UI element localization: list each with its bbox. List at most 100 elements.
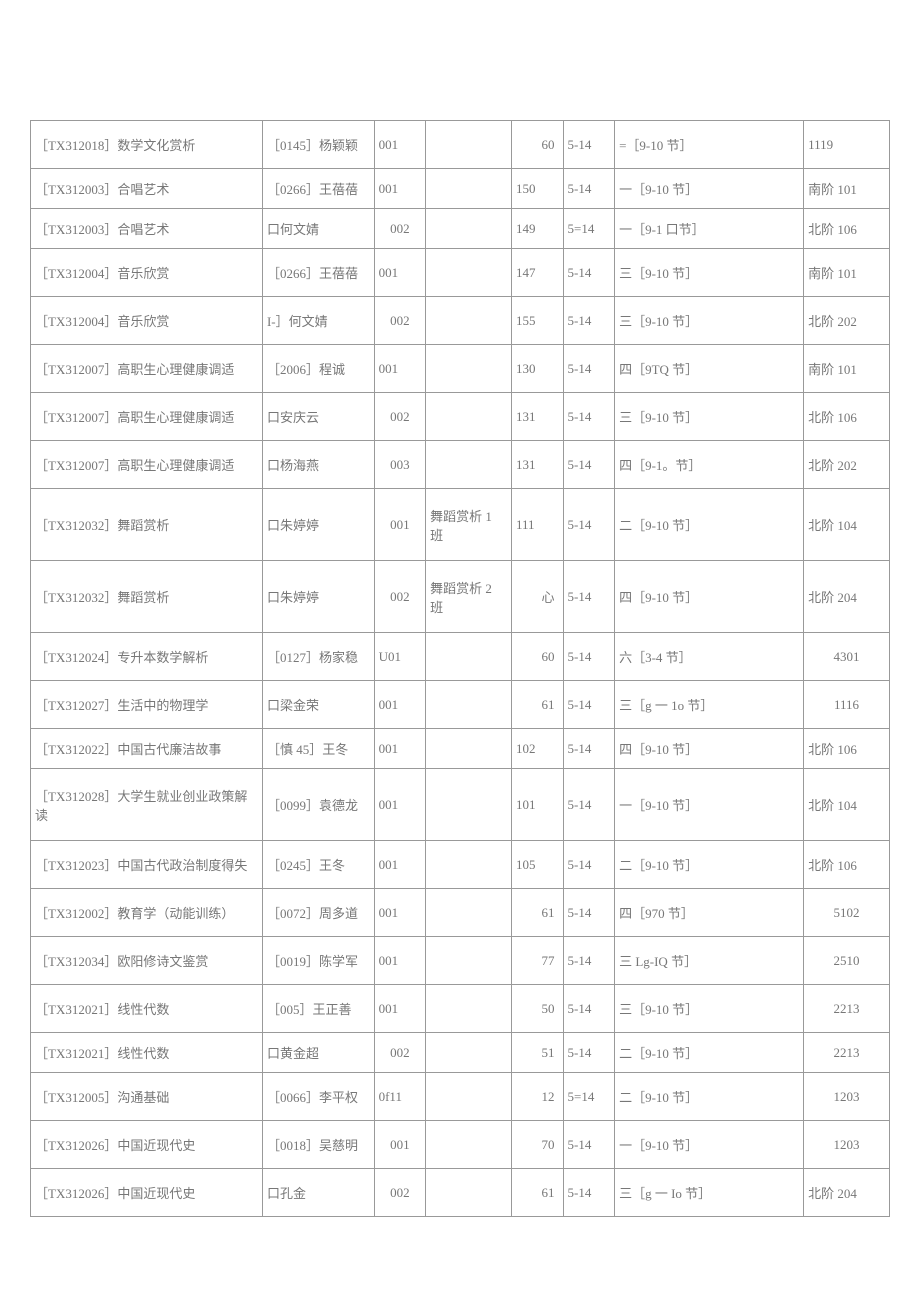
- course-cell: ［TX312018］数学文化赏析: [31, 121, 263, 169]
- course-cell: ［TX312007］高职生心理健康调适: [31, 393, 263, 441]
- teacher-cell: ［0072］周多道: [262, 889, 374, 937]
- table-row: ［TX312032］舞蹈赏析口朱婷婷001舞蹈赏析 1 班1115-14二［9-…: [31, 489, 890, 561]
- num-cell: 60: [512, 121, 564, 169]
- num-cell: 155: [512, 297, 564, 345]
- week-cell: 5-14: [563, 249, 615, 297]
- room-cell: 北阶 204: [804, 1169, 890, 1217]
- time-cell: 六［3-4 节］: [615, 633, 804, 681]
- class-cell: [426, 937, 512, 985]
- room-cell: 1203: [804, 1073, 890, 1121]
- time-cell: 二［9-10 节］: [615, 1033, 804, 1073]
- num-cell: 131: [512, 441, 564, 489]
- section-cell: 002: [374, 1169, 426, 1217]
- time-cell: 二［9-10 节］: [615, 841, 804, 889]
- class-cell: [426, 393, 512, 441]
- section-cell: 002: [374, 209, 426, 249]
- table-row: ［TX312007］高职生心理健康调适口杨海燕0031315-14四［9-1。节…: [31, 441, 890, 489]
- week-cell: 5-14: [563, 985, 615, 1033]
- teacher-cell: 口朱婷婷: [262, 489, 374, 561]
- table-row: ［TX312028］大学生就业创业政策解读［0099］袁德龙0011015-14…: [31, 769, 890, 841]
- week-cell: 5-14: [563, 561, 615, 633]
- teacher-cell: ［0066］李平权: [262, 1073, 374, 1121]
- section-cell: 001: [374, 937, 426, 985]
- course-cell: ［TX312032］舞蹈赏析: [31, 561, 263, 633]
- num-cell: 149: [512, 209, 564, 249]
- room-cell: 北阶 202: [804, 297, 890, 345]
- week-cell: 5-14: [563, 345, 615, 393]
- course-cell: ［TX312003］合唱艺术: [31, 169, 263, 209]
- table-row: ［TX312004］音乐欣赏［0266］王蓓蓓0011475-14三［9-10 …: [31, 249, 890, 297]
- course-cell: ［TX312022］中国古代廉洁故事: [31, 729, 263, 769]
- class-cell: [426, 1169, 512, 1217]
- course-cell: ［TX312005］沟通基础: [31, 1073, 263, 1121]
- num-cell: 77: [512, 937, 564, 985]
- teacher-cell: ［0266］王蓓蓓: [262, 249, 374, 297]
- teacher-cell: 口杨海燕: [262, 441, 374, 489]
- time-cell: 一［9-10 节］: [615, 1121, 804, 1169]
- room-cell: 2213: [804, 985, 890, 1033]
- table-row: ［TX312007］高职生心理健康调适口安庆云0021315-14三［9-10 …: [31, 393, 890, 441]
- section-cell: 001: [374, 1121, 426, 1169]
- section-cell: 001: [374, 249, 426, 297]
- time-cell: 四［9-10 节］: [615, 729, 804, 769]
- num-cell: 111: [512, 489, 564, 561]
- section-cell: 001: [374, 889, 426, 937]
- section-cell: 002: [374, 1033, 426, 1073]
- teacher-cell: I-］何文婧: [262, 297, 374, 345]
- week-cell: 5-14: [563, 169, 615, 209]
- table-row: ［TX312003］合唱艺术口何文婧0021495=14一［9-1 口节］北阶 …: [31, 209, 890, 249]
- class-cell: [426, 441, 512, 489]
- week-cell: 5-14: [563, 393, 615, 441]
- course-cell: ［TX312007］高职生心理健康调适: [31, 441, 263, 489]
- course-cell: ［TX312002］教育学（动能训练）: [31, 889, 263, 937]
- time-cell: 四［9-1。节］: [615, 441, 804, 489]
- teacher-cell: 口孔金: [262, 1169, 374, 1217]
- room-cell: 北阶 204: [804, 561, 890, 633]
- section-cell: 0f11: [374, 1073, 426, 1121]
- teacher-cell: ［0019］陈学军: [262, 937, 374, 985]
- room-cell: 2213: [804, 1033, 890, 1073]
- course-cell: ［TX312028］大学生就业创业政策解读: [31, 769, 263, 841]
- course-cell: ［TX312004］音乐欣赏: [31, 249, 263, 297]
- teacher-cell: 口何文婧: [262, 209, 374, 249]
- room-cell: 2510: [804, 937, 890, 985]
- class-cell: [426, 1121, 512, 1169]
- week-cell: 5-14: [563, 633, 615, 681]
- week-cell: 5=14: [563, 209, 615, 249]
- section-cell: 003: [374, 441, 426, 489]
- teacher-cell: ［0245］王冬: [262, 841, 374, 889]
- num-cell: 61: [512, 889, 564, 937]
- num-cell: 12: [512, 1073, 564, 1121]
- table-row: ［TX312022］中国古代廉洁故事［慎 45］王冬0011025-14四［9-…: [31, 729, 890, 769]
- course-cell: ［TX312021］线性代数: [31, 985, 263, 1033]
- room-cell: 北阶 106: [804, 393, 890, 441]
- room-cell: 北阶 106: [804, 841, 890, 889]
- table-row: ［TX312024］专升本数学解析［0127］杨家稳U01605-14六［3-4…: [31, 633, 890, 681]
- table-row: ［TX312034］欧阳修诗文鉴赏［0019］陈学军001775-14三 Lg-…: [31, 937, 890, 985]
- num-cell: 130: [512, 345, 564, 393]
- table-row: ［TX312004］音乐欣赏I-］何文婧0021555-14三［9-10 节］北…: [31, 297, 890, 345]
- class-cell: [426, 681, 512, 729]
- week-cell: 5-14: [563, 681, 615, 729]
- class-cell: [426, 1033, 512, 1073]
- room-cell: 南阶 101: [804, 345, 890, 393]
- time-cell: 四［9TQ 节］: [615, 345, 804, 393]
- room-cell: 北阶 104: [804, 489, 890, 561]
- time-cell: 四［9-10 节］: [615, 561, 804, 633]
- teacher-cell: ［0127］杨家稳: [262, 633, 374, 681]
- week-cell: 5-14: [563, 729, 615, 769]
- room-cell: 北阶 106: [804, 209, 890, 249]
- week-cell: 5=14: [563, 1073, 615, 1121]
- section-cell: 001: [374, 769, 426, 841]
- class-cell: [426, 345, 512, 393]
- section-cell: 002: [374, 297, 426, 345]
- time-cell: 三［9-10 节］: [615, 249, 804, 297]
- teacher-cell: 口朱婷婷: [262, 561, 374, 633]
- class-cell: [426, 889, 512, 937]
- table-row: ［TX312018］数学文化赏析［0145］杨颖颖001605-14=［9-10…: [31, 121, 890, 169]
- teacher-cell: 口梁金荣: [262, 681, 374, 729]
- room-cell: 北阶 104: [804, 769, 890, 841]
- time-cell: 一［9-10 节］: [615, 169, 804, 209]
- room-cell: 南阶 101: [804, 169, 890, 209]
- class-cell: [426, 1073, 512, 1121]
